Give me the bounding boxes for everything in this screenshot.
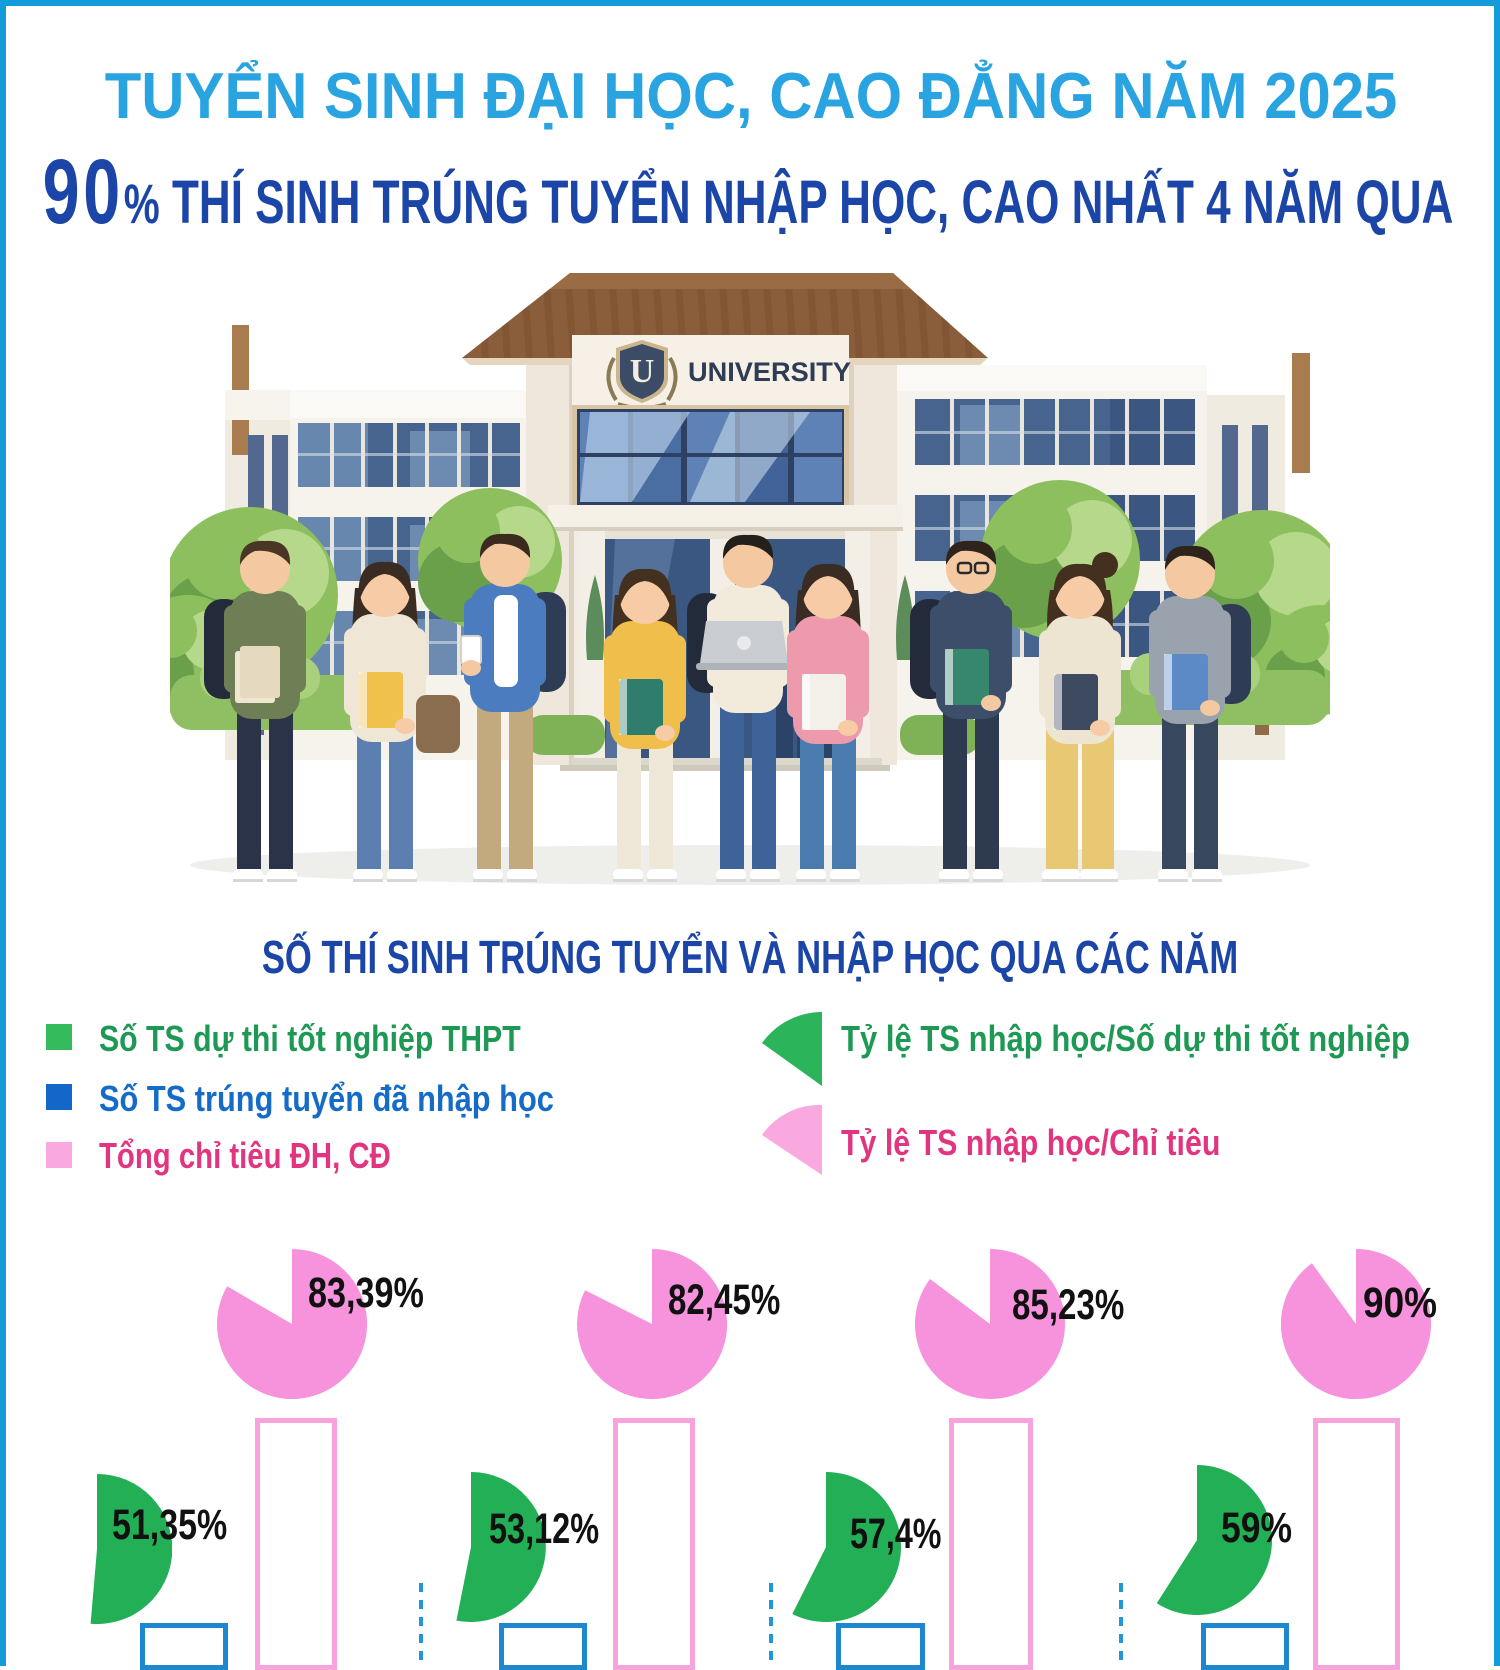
- svg-text:U: U: [630, 353, 655, 390]
- svg-text:UNIVERSITY: UNIVERSITY: [688, 357, 851, 387]
